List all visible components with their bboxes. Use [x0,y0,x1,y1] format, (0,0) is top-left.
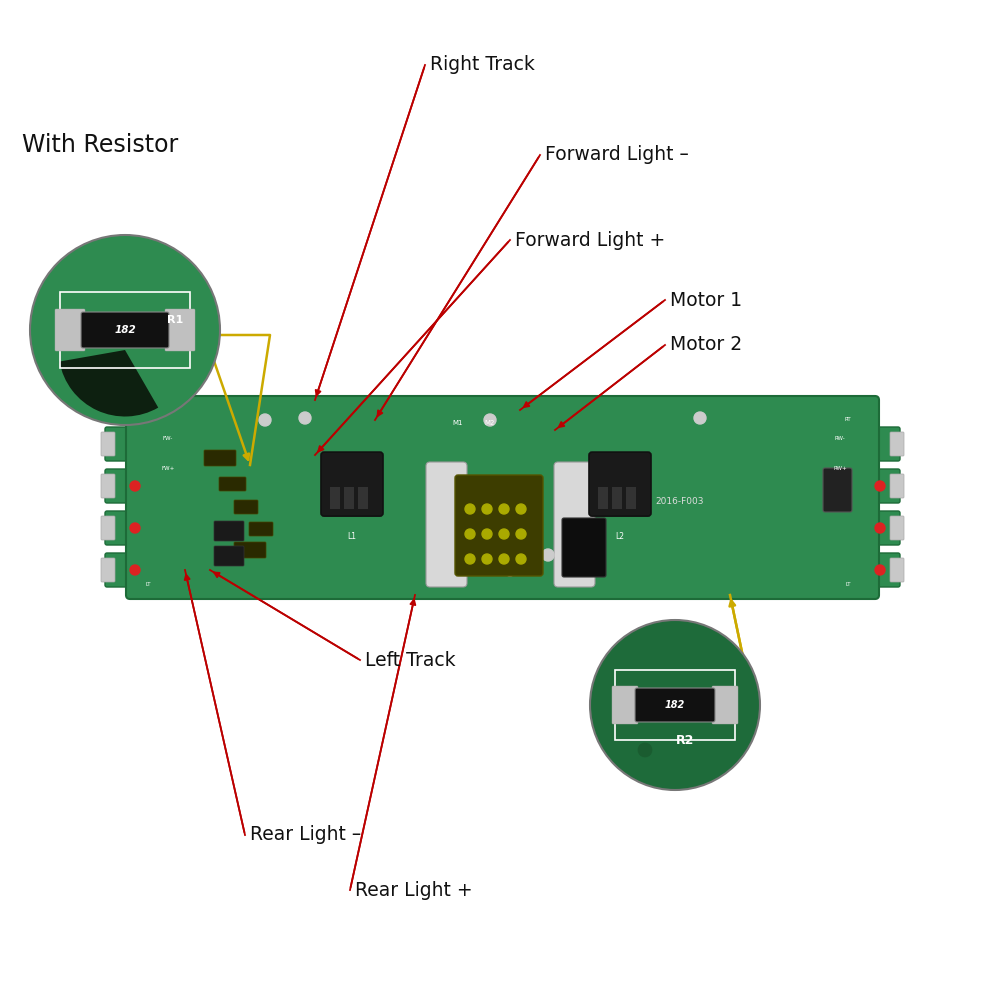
FancyBboxPatch shape [890,516,904,540]
FancyBboxPatch shape [455,475,543,576]
FancyBboxPatch shape [868,553,900,587]
Text: RW+: RW+ [833,466,847,471]
Circle shape [516,504,526,514]
Circle shape [482,554,492,564]
Circle shape [465,529,475,539]
Text: M2: M2 [485,420,495,426]
Text: Rear Light +: Rear Light + [355,880,473,900]
Text: RT: RT [145,417,151,422]
Circle shape [875,523,885,533]
Text: Rear Light –: Rear Light – [250,826,361,844]
Circle shape [30,235,220,425]
Text: Left Track: Left Track [365,650,456,670]
Circle shape [465,554,475,564]
Text: RW-: RW- [835,436,845,442]
Text: With Resistor: With Resistor [22,133,178,157]
Bar [344,487,354,509]
FancyBboxPatch shape [589,452,651,516]
FancyBboxPatch shape [165,309,195,351]
Text: 182: 182 [114,325,136,335]
Text: Motor 2: Motor 2 [670,336,742,355]
Text: R1: R1 [167,315,183,325]
Bar [612,487,622,509]
FancyBboxPatch shape [234,500,258,514]
FancyBboxPatch shape [554,462,595,587]
FancyBboxPatch shape [562,518,606,577]
Circle shape [499,504,509,514]
Bar [330,487,340,509]
Circle shape [516,529,526,539]
Circle shape [499,554,509,564]
Text: 2016-F003: 2016-F003 [656,497,704,506]
Text: L2: L2 [616,532,624,541]
FancyBboxPatch shape [101,474,115,498]
Text: LT: LT [845,582,851,587]
Text: Motor 1: Motor 1 [670,290,742,310]
Circle shape [130,481,140,491]
Circle shape [875,481,885,491]
FancyBboxPatch shape [249,522,273,536]
Text: M1: M1 [453,420,463,426]
FancyBboxPatch shape [214,546,244,566]
FancyBboxPatch shape [219,477,246,491]
Circle shape [499,529,509,539]
Text: 182: 182 [665,700,685,710]
Circle shape [875,565,885,575]
Circle shape [130,565,140,575]
FancyBboxPatch shape [868,511,900,545]
Circle shape [482,529,492,539]
Text: R2: R2 [676,734,694,746]
Wedge shape [60,350,158,416]
FancyBboxPatch shape [823,468,852,512]
Circle shape [482,504,492,514]
FancyBboxPatch shape [890,558,904,582]
FancyBboxPatch shape [101,516,115,540]
Circle shape [638,743,652,757]
FancyBboxPatch shape [105,427,137,461]
FancyBboxPatch shape [426,462,467,587]
FancyBboxPatch shape [126,396,879,599]
FancyBboxPatch shape [868,427,900,461]
Bar [358,487,368,509]
Text: FW-: FW- [163,436,173,442]
Circle shape [299,412,311,424]
Circle shape [694,412,706,424]
Bar [626,487,636,509]
FancyBboxPatch shape [101,558,115,582]
Circle shape [484,414,496,426]
FancyBboxPatch shape [612,686,638,724]
Circle shape [590,620,760,790]
FancyBboxPatch shape [105,469,137,503]
FancyBboxPatch shape [890,432,904,456]
Text: FW+: FW+ [161,466,175,471]
FancyBboxPatch shape [105,511,137,545]
Text: Right Track: Right Track [430,55,535,75]
FancyBboxPatch shape [55,309,85,351]
Text: L1: L1 [348,532,356,541]
FancyBboxPatch shape [234,542,266,558]
Text: LT: LT [145,582,151,587]
Circle shape [516,554,526,564]
FancyBboxPatch shape [868,469,900,503]
Text: Forward Light +: Forward Light + [515,231,665,249]
Circle shape [542,549,554,561]
Bar [598,487,608,509]
Text: Forward Light –: Forward Light – [545,145,689,164]
FancyBboxPatch shape [890,474,904,498]
FancyBboxPatch shape [204,450,236,466]
FancyBboxPatch shape [81,312,169,348]
Text: RT: RT [845,417,851,422]
Circle shape [504,564,516,576]
FancyBboxPatch shape [321,452,383,516]
FancyBboxPatch shape [635,688,715,722]
Circle shape [259,414,271,426]
FancyBboxPatch shape [105,553,137,587]
FancyBboxPatch shape [214,521,244,541]
Circle shape [130,523,140,533]
FancyBboxPatch shape [712,686,738,724]
Circle shape [465,504,475,514]
FancyBboxPatch shape [101,432,115,456]
